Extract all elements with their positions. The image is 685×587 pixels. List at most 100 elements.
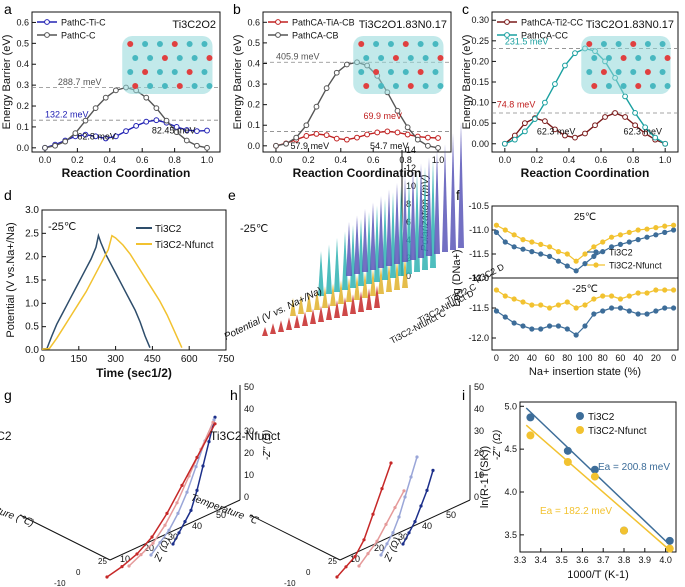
x-tick-label: 0.2 <box>302 155 315 165</box>
structure-inset <box>122 36 213 94</box>
data-point <box>520 299 526 305</box>
y-tick-label: -12.0 <box>468 333 489 343</box>
atom-icon <box>600 69 607 75</box>
data-point <box>573 268 579 274</box>
plot-frame <box>491 277 679 351</box>
polarization-bar <box>350 294 356 314</box>
polarization-bar <box>354 274 360 300</box>
atom-icon <box>432 41 439 47</box>
legend-label: Ti3C2-Nfunct <box>155 240 214 251</box>
data-point <box>204 144 210 151</box>
data-point <box>204 127 210 134</box>
atom-icon <box>156 69 163 75</box>
data-point <box>632 109 639 116</box>
x-tick-label: 40 <box>422 521 432 531</box>
panel-letter-a: a <box>4 1 12 17</box>
atom-icon <box>635 55 642 61</box>
x-tick-label: 20 <box>374 543 384 553</box>
data-point <box>582 323 588 329</box>
plot-frame <box>262 11 452 153</box>
data-point <box>149 553 153 557</box>
z-tick-label: 12 <box>406 163 416 173</box>
data-point <box>273 142 279 149</box>
polarization-bar <box>322 286 328 308</box>
data-point <box>404 124 411 131</box>
atom-icon <box>630 69 637 75</box>
data-point <box>344 565 348 569</box>
y-tick-label: 0.4 <box>247 58 260 68</box>
data-point <box>620 526 628 535</box>
data-point <box>608 305 615 311</box>
data-point <box>642 124 649 131</box>
data-point <box>394 129 401 136</box>
data-point <box>582 130 588 137</box>
y-tick-label: 0.00 <box>471 139 489 149</box>
y-tick-label: 0.0 <box>25 345 39 356</box>
polarization-bar <box>378 196 384 268</box>
polarization-bar <box>394 183 400 264</box>
polarization-bar <box>374 285 380 308</box>
z-tick-label: 14 <box>406 145 416 155</box>
x-tick-label: 0 <box>494 353 499 363</box>
y-axis-label: Energy Barrier (eV) <box>232 35 244 130</box>
x-tick-label: 0 <box>39 354 45 365</box>
y-tick-label: 0.10 <box>471 98 489 108</box>
legend-label: PathCA-CC <box>521 31 569 41</box>
data-point <box>180 483 184 487</box>
x-tick-label: 3.6 <box>576 555 589 565</box>
y-tick-label: 0.0 <box>247 141 260 151</box>
atom-icon <box>358 41 365 47</box>
data-point <box>391 531 395 535</box>
legend-label: PathC-C <box>61 31 96 41</box>
x-axis-label: Time (sec1/2) <box>96 366 172 380</box>
annotation: 54.7 meV <box>370 141 409 151</box>
data-point <box>653 232 659 238</box>
polarization-bar <box>366 288 372 310</box>
atom-icon <box>664 83 671 89</box>
annotation: 74.8 meV <box>497 100 536 110</box>
data-point <box>644 226 650 232</box>
data-point <box>163 523 167 527</box>
atom-icon <box>635 83 642 89</box>
data-point <box>403 495 407 499</box>
x-tick-label: 80 <box>598 353 608 363</box>
data-point <box>183 127 190 133</box>
x-tick-label: 0.4 <box>104 155 117 165</box>
fit-line <box>525 424 673 553</box>
atom-icon <box>373 41 380 47</box>
atom-icon <box>591 83 598 89</box>
data-point <box>617 296 624 302</box>
y-tick-label: 0.2 <box>247 100 260 110</box>
structure-inset <box>581 36 671 94</box>
data-point <box>642 130 649 137</box>
nyquist-curve <box>358 490 405 567</box>
panel-b: 0.0 0.2 0.4 0.6 0.8 1.00.00.10.20.30.40.50.6R… <box>232 11 452 180</box>
atom-icon <box>392 83 399 89</box>
legend-marker <box>44 32 50 38</box>
temperature-tick: 0 <box>76 568 81 577</box>
x-tick-label: 0 <box>671 353 676 363</box>
legend-label: Ti3C2-Nfunct <box>609 261 662 271</box>
data-point <box>582 261 588 267</box>
data-point <box>600 293 606 299</box>
atom-icon <box>171 69 178 75</box>
x-axis-label: 1000/T (K-1) <box>567 569 629 581</box>
data-point <box>653 287 659 293</box>
polarization-bar <box>298 295 304 314</box>
data-point <box>127 564 131 568</box>
data-point <box>662 305 668 311</box>
atom-icon <box>600 41 607 47</box>
data-point <box>538 326 544 332</box>
data-point <box>612 110 618 116</box>
atom-icon <box>142 69 149 75</box>
polarization-bar <box>386 189 392 266</box>
x-axis <box>339 499 471 561</box>
x-tick-label: 50 <box>446 510 456 520</box>
data-point <box>112 87 119 94</box>
data-point <box>531 116 538 122</box>
atom-icon <box>127 69 134 75</box>
data-point <box>552 126 558 133</box>
atom-icon <box>422 83 429 89</box>
x-tick-label: 3.7 <box>597 555 610 565</box>
